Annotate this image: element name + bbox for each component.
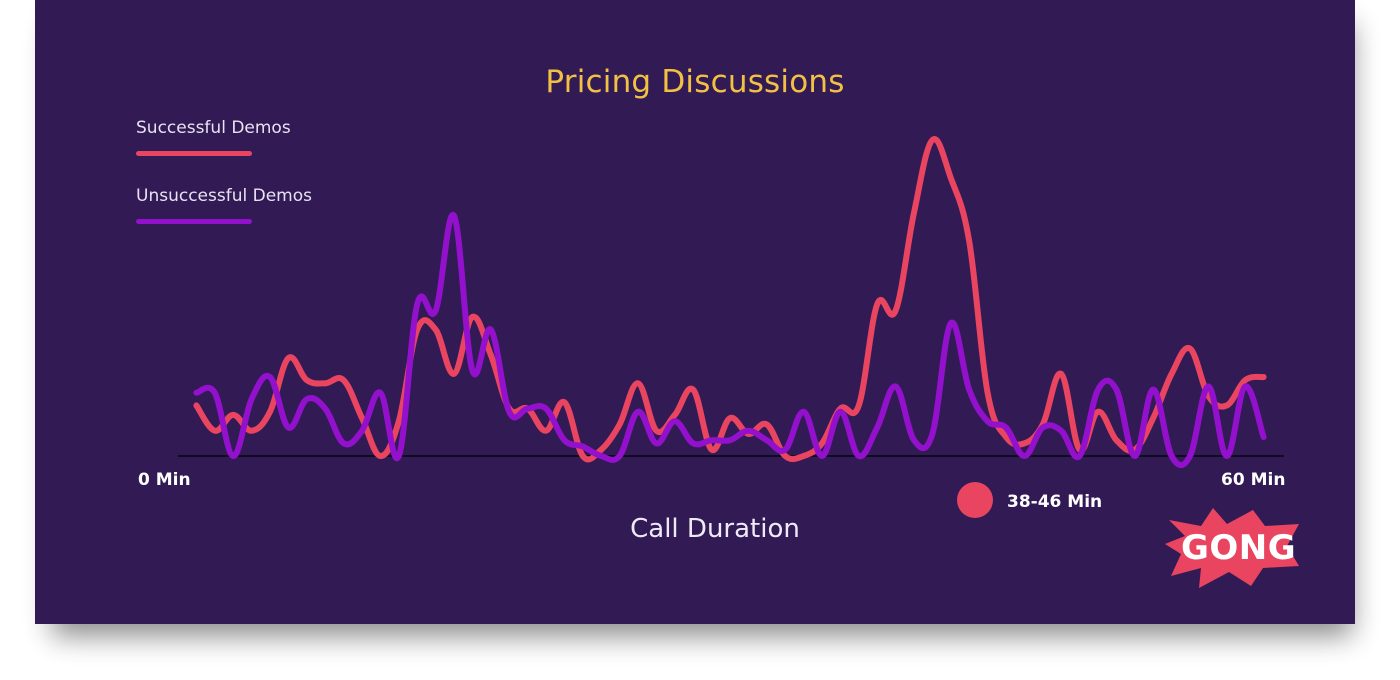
- x-tick-label-start: 0 Min: [138, 470, 191, 490]
- legend-swatch-unsuccessful: [136, 219, 252, 224]
- legend-label-successful: Successful Demos: [136, 118, 291, 138]
- highlight-marker: [957, 482, 993, 518]
- logo-text: GONG: [1181, 528, 1297, 568]
- x-axis-label: Call Duration: [630, 514, 800, 544]
- highlight-label: 38-46 Min: [1007, 492, 1103, 512]
- series-line-unsuccessful: [193, 212, 1267, 469]
- series-line-successful: [193, 136, 1267, 463]
- legend-label-unsuccessful: Unsuccessful Demos: [136, 186, 312, 206]
- chart-title: Pricing Discussions: [545, 64, 845, 100]
- line-plot-area: [178, 136, 1284, 469]
- gong-logo: GONG: [1161, 506, 1301, 592]
- chart-card: Pricing Discussions Successful Demos Uns…: [35, 0, 1355, 624]
- logo-burst-icon: [1165, 508, 1299, 588]
- legend-swatch-successful: [136, 151, 252, 156]
- x-tick-label-end: 60 Min: [1221, 470, 1286, 490]
